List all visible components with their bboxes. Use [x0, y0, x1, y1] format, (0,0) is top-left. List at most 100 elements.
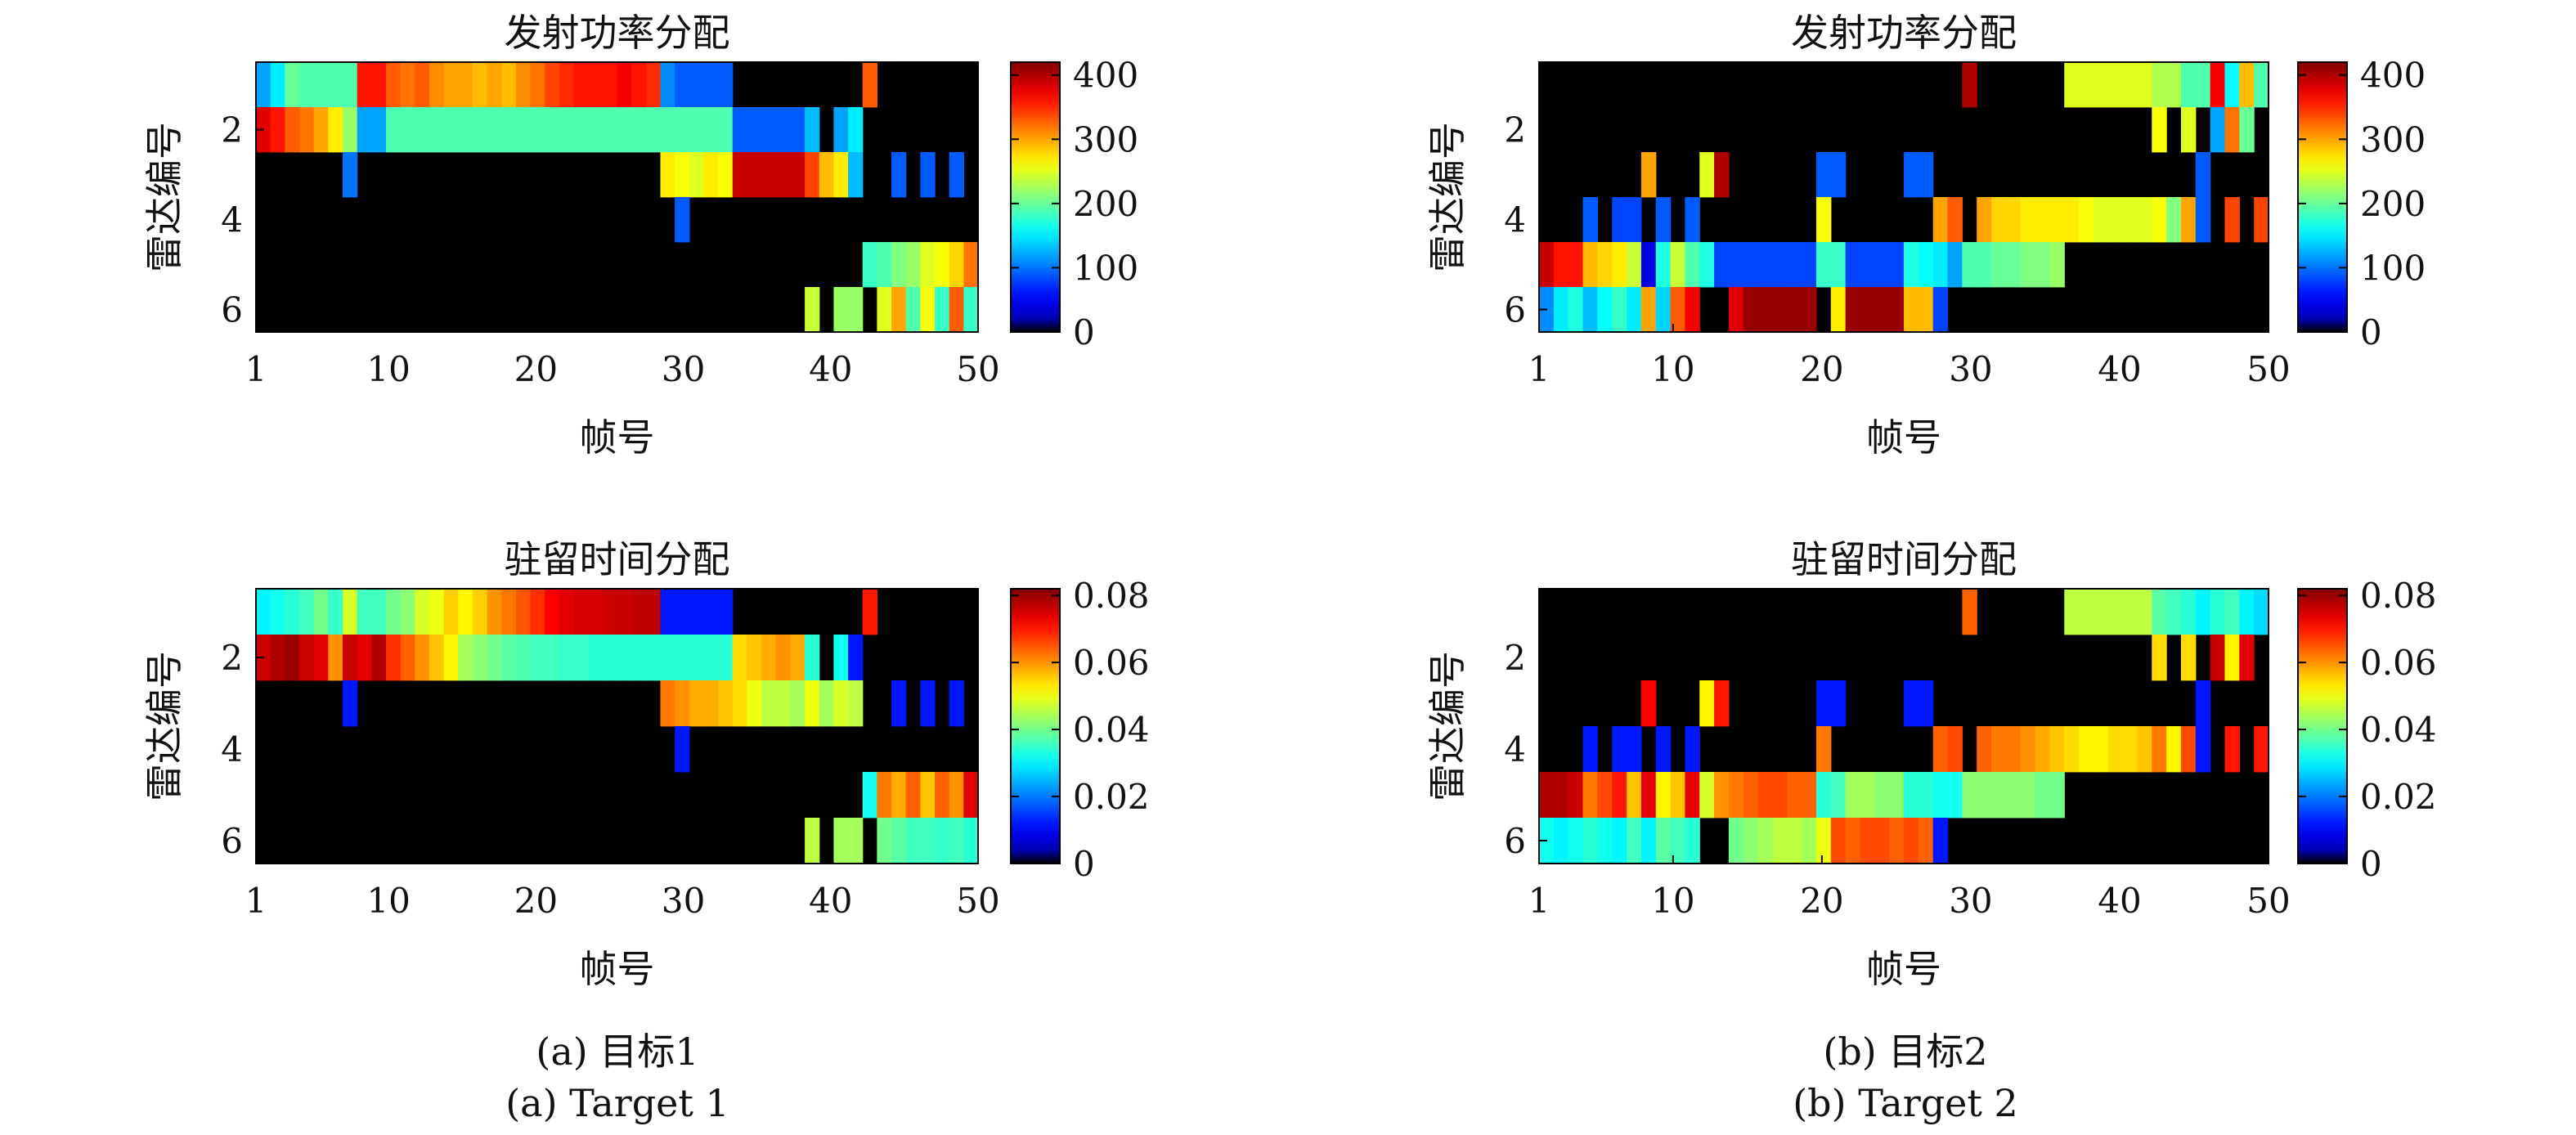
heatmap-cell: [1962, 772, 1977, 819]
heatmap-cell: [2152, 197, 2167, 243]
heatmap-cell: [920, 680, 936, 727]
heatmap-cell: [718, 107, 734, 153]
heatmap-cell: [732, 152, 748, 198]
heatmap-cell: [2064, 589, 2080, 635]
heatmap-cell: [703, 152, 719, 198]
heatmap-cell: [2152, 635, 2167, 681]
x-tick-label: 20: [1800, 881, 1843, 921]
heatmap-cell: [617, 62, 632, 108]
heatmap-cell: [1874, 818, 1890, 864]
heatmap-cell: [342, 635, 358, 681]
heatmap-cell: [357, 107, 372, 153]
heatmap-cell: [805, 287, 820, 333]
heatmap-cell: [1670, 818, 1685, 864]
heatmap-cell: [848, 635, 864, 681]
heatmap-cell: [1860, 242, 1875, 288]
heatmap-cell: [2049, 726, 2065, 773]
heatmap-cell: [2107, 589, 2124, 635]
heatmap-cell: [1904, 680, 1919, 727]
heatmap-cell: [689, 107, 705, 153]
heatmap-cell: [1568, 772, 1584, 819]
heatmap-cell: [285, 589, 300, 635]
heatmap-cell: [2180, 635, 2197, 681]
colorbar-tick-label: 0.04: [2360, 710, 2437, 750]
heatmap-cell: [1597, 772, 1613, 819]
x-tick-label: 30: [1949, 349, 1992, 389]
x-tick-label: 20: [514, 349, 558, 389]
heatmap-cell: [443, 589, 459, 635]
heatmap-cell: [1772, 242, 1788, 288]
heatmap-cell: [2152, 726, 2167, 773]
heatmap-cell: [400, 589, 415, 635]
heatmap-cell: [732, 635, 748, 681]
heatmap-cell: [1714, 242, 1730, 288]
heatmap-cell: [1918, 242, 1934, 288]
heatmap-cell: [256, 589, 272, 635]
heatmap-cell: [862, 62, 877, 108]
heatmap-cell: [631, 107, 647, 153]
heatmap-cell: [2122, 197, 2138, 243]
plot-frame: [1538, 588, 2269, 864]
heatmap-cell: [1627, 242, 1642, 288]
x-tick-label: 40: [2098, 881, 2141, 921]
heatmap-cell: [602, 589, 618, 635]
heatmap-cell: [703, 680, 719, 727]
x-tick-label: 20: [1800, 349, 1843, 389]
heatmap-cell: [2180, 726, 2197, 773]
x-tick-label: 30: [662, 349, 705, 389]
heatmap-cell: [602, 62, 618, 108]
heatmap-cell: [1815, 726, 1832, 773]
heatmap-cell: [949, 152, 964, 198]
heatmap-cell: [761, 152, 777, 198]
heatmap-cell: [1655, 818, 1672, 864]
heatmap-cell: [1787, 818, 1802, 864]
heatmap-cell: [602, 107, 618, 153]
heatmap-cell: [501, 635, 517, 681]
heatmap-cell: [747, 152, 762, 198]
heatmap-cell: [472, 589, 488, 635]
heatmap-cell: [1918, 818, 1934, 864]
heatmap-cell: [1582, 772, 1598, 819]
plot-frame: [1538, 61, 2269, 333]
heatmap-cell: [1582, 242, 1598, 288]
heatmap-cell: [2035, 726, 2050, 773]
heatmap-cell: [1815, 197, 1832, 243]
heatmap-cell: [2254, 589, 2269, 635]
heatmap-cell: [805, 818, 820, 864]
heatmap-cell: [1553, 287, 1569, 333]
heatmap-cell: [385, 107, 402, 153]
plot-frame: [255, 61, 979, 333]
heatmap-cell: [1568, 818, 1584, 864]
heatmap-cell: [530, 589, 545, 635]
heatmap-cell: [1860, 287, 1875, 333]
heatmap-cell: [1699, 152, 1715, 198]
heatmap-cell: [501, 62, 517, 108]
y-tick-label: 6: [1504, 290, 1526, 330]
heatmap-cell: [342, 680, 358, 727]
heatmap-cell: [1977, 726, 1992, 773]
heatmap-cell: [1640, 818, 1657, 864]
x-tick-label: 50: [956, 349, 999, 389]
heatmap-cell: [1685, 818, 1700, 864]
heatmap-cell: [2005, 772, 2022, 819]
heatmap-cell: [877, 287, 892, 333]
heatmap-cell: [920, 772, 936, 819]
heatmap-cell: [415, 589, 430, 635]
heatmap-cell: [747, 635, 762, 681]
heatmap-cell: [718, 635, 734, 681]
chart-panel-2: [255, 588, 1061, 864]
heatmap-cell: [2195, 62, 2211, 108]
heatmap-cell: [905, 818, 921, 864]
heatmap-cell: [342, 62, 358, 108]
heatmap-cell: [1757, 772, 1774, 819]
heatmap-cell: [1830, 680, 1847, 727]
x-tick-label: 1: [1528, 881, 1551, 921]
heatmap-cell: [328, 62, 343, 108]
heatmap-cell: [718, 62, 734, 108]
heatmap-cell: [1612, 772, 1627, 819]
heatmap-cell: [1757, 287, 1774, 333]
colorbar: [2298, 62, 2347, 332]
heatmap-cell: [660, 62, 675, 108]
heatmap-cell: [2210, 589, 2226, 635]
